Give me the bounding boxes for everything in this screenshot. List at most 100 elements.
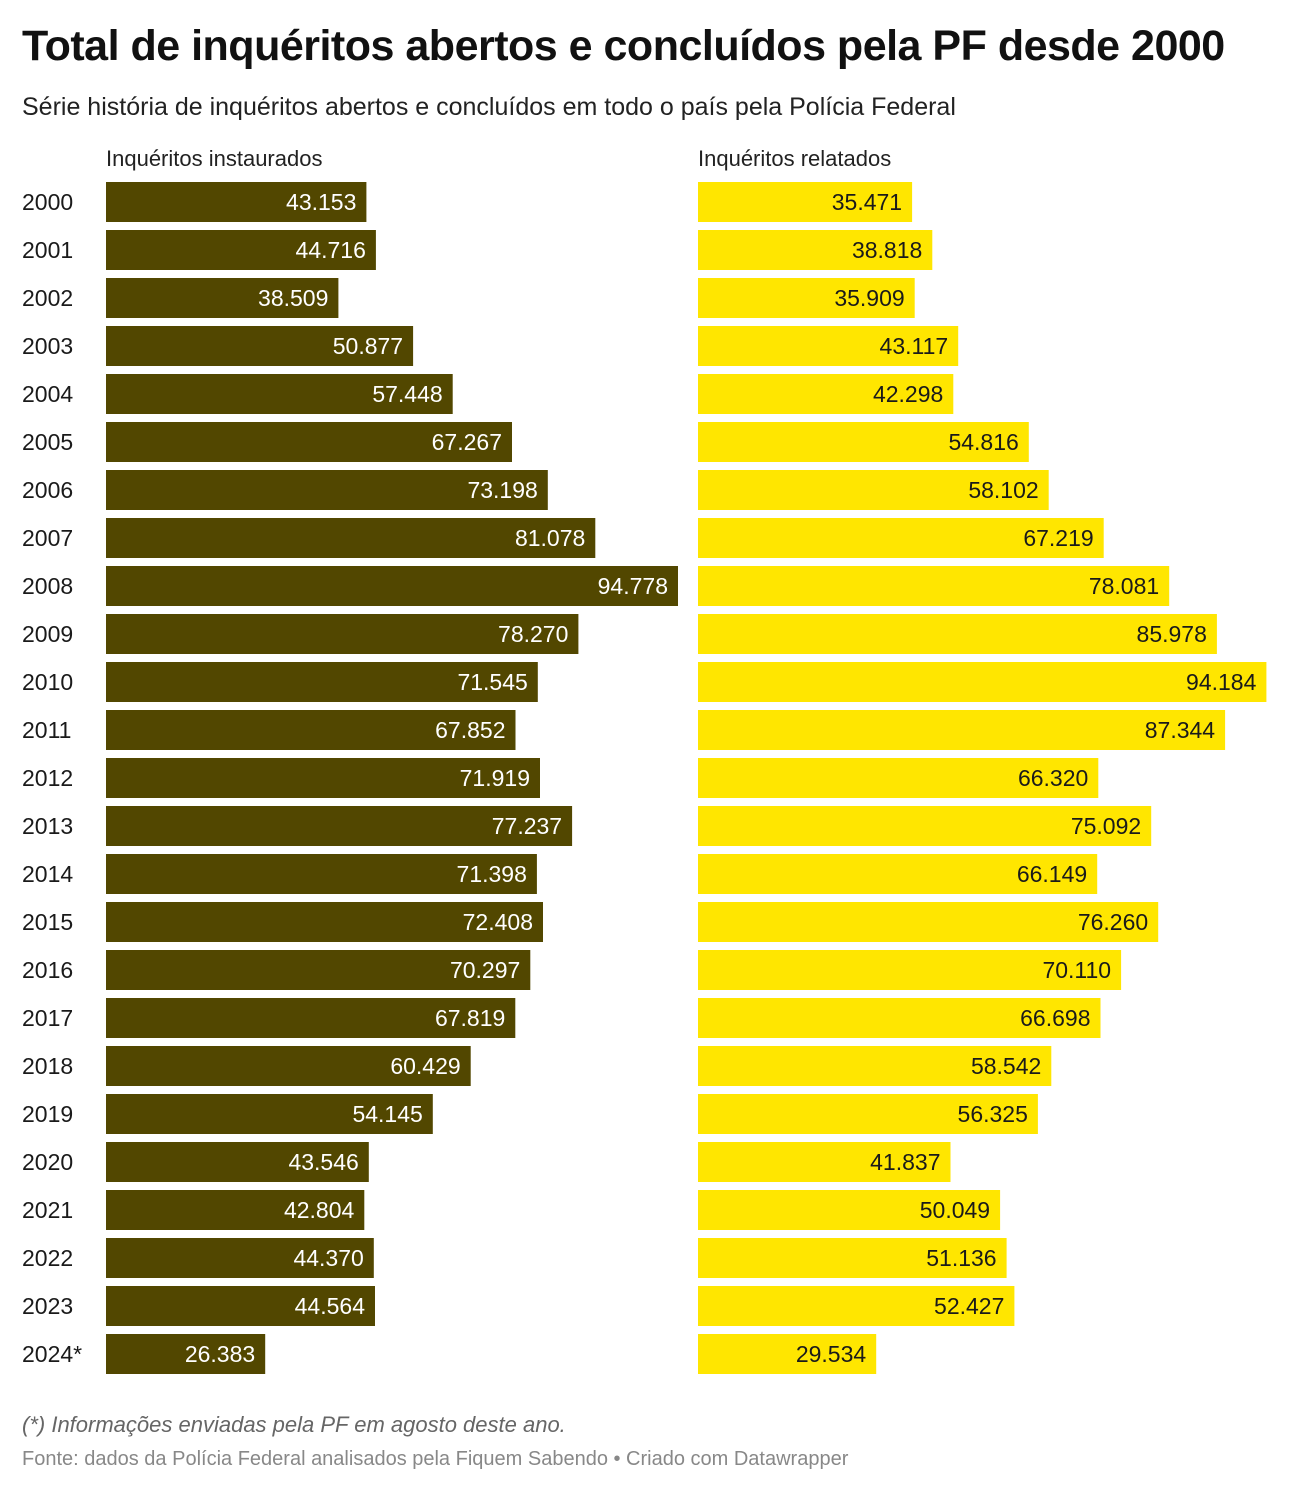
year-label: 2022	[22, 1245, 73, 1271]
value-label-relatados: 67.219	[1023, 525, 1093, 551]
bar-instaurados	[106, 662, 538, 702]
bar-instaurados	[106, 902, 543, 942]
value-label-relatados: 70.110	[1042, 957, 1111, 983]
value-label-relatados: 78.081	[1089, 573, 1159, 599]
value-label-instaurados: 94.778	[598, 573, 668, 599]
value-label-instaurados: 43.546	[288, 1149, 358, 1175]
year-label: 2011	[22, 717, 71, 743]
bar-relatados	[698, 182, 913, 222]
bar-instaurados	[106, 1238, 374, 1278]
bar-relatados	[698, 614, 1217, 654]
year-label: 2008	[22, 573, 73, 599]
year-label: 2020	[22, 1149, 73, 1175]
year-label: 2004	[22, 381, 73, 407]
bar-instaurados	[106, 374, 453, 414]
value-label-relatados: 35.909	[834, 285, 904, 311]
year-label: 2017	[22, 1005, 73, 1031]
bar-instaurados	[106, 806, 573, 846]
value-label-relatados: 52.427	[934, 1293, 1004, 1319]
value-label-instaurados: 72.408	[463, 909, 533, 935]
bar-instaurados	[106, 710, 516, 750]
value-label-relatados: 66.320	[1018, 765, 1088, 791]
bar-relatados	[698, 1190, 1001, 1230]
bar-relatados	[698, 470, 1049, 510]
bar-instaurados	[106, 854, 537, 894]
value-label-relatados: 43.117	[880, 333, 949, 359]
bar-instaurados	[106, 758, 540, 798]
year-label: 2012	[22, 765, 73, 791]
value-label-relatados: 94.184	[1186, 669, 1257, 695]
year-label: 2000	[22, 189, 73, 215]
bar-relatados	[698, 566, 1170, 606]
bar-instaurados	[106, 278, 339, 318]
bar-instaurados	[106, 1334, 266, 1374]
value-label-instaurados: 54.145	[352, 1101, 422, 1127]
value-label-relatados: 50.049	[920, 1197, 990, 1223]
bar-relatados	[698, 230, 933, 270]
value-label-relatados: 42.298	[873, 381, 943, 407]
value-label-instaurados: 60.429	[390, 1053, 460, 1079]
value-label-relatados: 51.136	[926, 1245, 996, 1271]
year-label: 2003	[22, 333, 73, 359]
bar-relatados	[698, 1094, 1038, 1134]
value-label-relatados: 54.816	[948, 429, 1018, 455]
bar-relatados	[698, 518, 1104, 558]
value-label-instaurados: 57.448	[372, 381, 442, 407]
series-header-instaurados: Inquéritos instaurados	[106, 146, 322, 171]
value-label-instaurados: 70.297	[450, 957, 520, 983]
bar-relatados	[698, 422, 1029, 462]
year-label: 2016	[22, 957, 73, 983]
value-label-instaurados: 71.545	[457, 669, 527, 695]
bar-relatados	[698, 662, 1267, 702]
bar-instaurados	[106, 614, 579, 654]
bar-relatados	[698, 758, 1099, 798]
bar-chart: Inquéritos instaurados Inquéritos relatad…	[22, 146, 1267, 1374]
year-label: 2019	[22, 1101, 73, 1127]
bar-instaurados	[106, 182, 367, 222]
value-label-relatados: 56.325	[958, 1101, 1028, 1127]
bar-relatados	[698, 374, 954, 414]
value-label-instaurados: 81.078	[515, 525, 585, 551]
bar-instaurados	[106, 950, 531, 990]
value-label-relatados: 41.837	[870, 1149, 940, 1175]
bar-relatados	[698, 1046, 1052, 1086]
year-label: 2005	[22, 429, 73, 455]
value-label-relatados: 38.818	[852, 237, 922, 263]
value-label-relatados: 75.092	[1071, 813, 1141, 839]
bar-relatados	[698, 902, 1159, 942]
value-label-relatados: 66.149	[1017, 861, 1087, 887]
year-label: 2007	[22, 525, 73, 551]
bar-relatados	[698, 998, 1101, 1038]
bar-instaurados	[106, 1142, 369, 1182]
year-label: 2010	[22, 669, 73, 695]
value-label-relatados: 85.978	[1137, 621, 1207, 647]
year-label: 2013	[22, 813, 73, 839]
year-label: 2014	[22, 861, 73, 887]
year-label: 2021	[22, 1197, 73, 1223]
value-label-instaurados: 71.398	[457, 861, 527, 887]
value-label-relatados: 66.698	[1020, 1005, 1090, 1031]
value-label-instaurados: 44.564	[295, 1293, 366, 1319]
bar-instaurados	[106, 1046, 471, 1086]
year-label: 2024*	[22, 1341, 82, 1367]
value-label-instaurados: 50.877	[333, 333, 403, 359]
value-label-instaurados: 73.198	[467, 477, 537, 503]
year-label: 2018	[22, 1053, 73, 1079]
bar-relatados	[698, 1334, 877, 1374]
bar-instaurados	[106, 1190, 365, 1230]
bar-relatados	[698, 806, 1152, 846]
bar-instaurados	[106, 422, 512, 462]
value-label-relatados: 58.542	[971, 1053, 1041, 1079]
value-label-instaurados: 42.804	[284, 1197, 355, 1223]
bar-relatados	[698, 950, 1122, 990]
bar-relatados	[698, 1142, 951, 1182]
bar-relatados	[698, 1286, 1015, 1326]
value-label-instaurados: 67.852	[435, 717, 505, 743]
value-label-instaurados: 67.267	[432, 429, 502, 455]
bar-instaurados	[106, 470, 548, 510]
year-label: 2009	[22, 621, 73, 647]
value-label-instaurados: 77.237	[492, 813, 562, 839]
bar-instaurados	[106, 998, 516, 1038]
series-header-relatados: Inquéritos relatados	[698, 146, 891, 171]
value-label-instaurados: 43.153	[286, 189, 356, 215]
